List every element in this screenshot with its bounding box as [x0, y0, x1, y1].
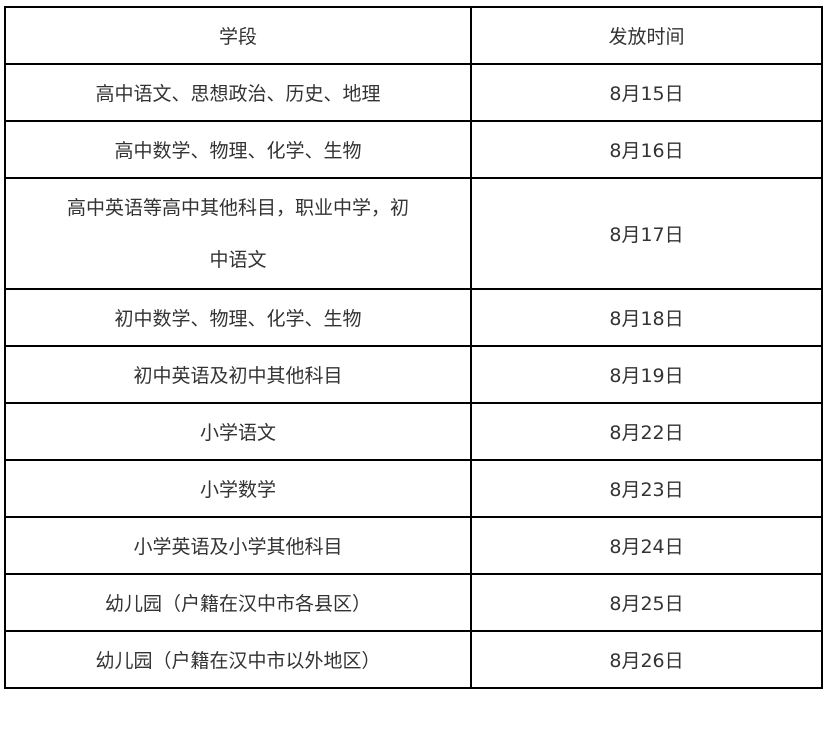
- distribution-schedule-table: 学段 发放时间 高中语文、思想政治、历史、地理 8月15日 高中数学、物理、化学…: [4, 6, 823, 689]
- stage-cell: 初中英语及初中其他科目: [4, 345, 472, 404]
- date-cell: 8月15日: [470, 63, 823, 122]
- table-row: 幼儿园（户籍在汉中市以外地区） 8月26日: [4, 630, 823, 689]
- date-cell: 8月16日: [470, 120, 823, 179]
- stage-cell: 高中英语等高中其他科目，职业中学，初中语文: [4, 177, 472, 290]
- date-cell: 8月19日: [470, 345, 823, 404]
- date-cell: 8月23日: [470, 459, 823, 518]
- date-cell: 8月17日: [470, 177, 823, 290]
- table-row: 小学英语及小学其他科目 8月24日: [4, 516, 823, 575]
- table-row: 高中英语等高中其他科目，职业中学，初中语文 8月17日: [4, 177, 823, 290]
- header-stage: 学段: [4, 6, 472, 65]
- header-date: 发放时间: [470, 6, 823, 65]
- date-cell: 8月18日: [470, 288, 823, 347]
- stage-cell-text: 高中英语等高中其他科目，职业中学，初中语文: [66, 196, 409, 271]
- stage-cell: 高中语文、思想政治、历史、地理: [4, 63, 472, 122]
- stage-cell: 初中数学、物理、化学、生物: [4, 288, 472, 347]
- stage-cell: 小学数学: [4, 459, 472, 518]
- table-row: 高中语文、思想政治、历史、地理 8月15日: [4, 63, 823, 122]
- table-row: 小学语文 8月22日: [4, 402, 823, 461]
- table-row: 初中数学、物理、化学、生物 8月18日: [4, 288, 823, 347]
- date-cell: 8月24日: [470, 516, 823, 575]
- date-cell: 8月26日: [470, 630, 823, 689]
- table-row: 小学数学 8月23日: [4, 459, 823, 518]
- stage-cell: 幼儿园（户籍在汉中市以外地区）: [4, 630, 472, 689]
- date-cell: 8月25日: [470, 573, 823, 632]
- table-header-row: 学段 发放时间: [4, 6, 823, 65]
- date-cell: 8月22日: [470, 402, 823, 461]
- stage-cell: 幼儿园（户籍在汉中市各县区）: [4, 573, 472, 632]
- stage-cell: 小学语文: [4, 402, 472, 461]
- stage-cell: 小学英语及小学其他科目: [4, 516, 472, 575]
- table-row: 初中英语及初中其他科目 8月19日: [4, 345, 823, 404]
- stage-cell: 高中数学、物理、化学、生物: [4, 120, 472, 179]
- table-row: 幼儿园（户籍在汉中市各县区） 8月25日: [4, 573, 823, 632]
- table-row: 高中数学、物理、化学、生物 8月16日: [4, 120, 823, 179]
